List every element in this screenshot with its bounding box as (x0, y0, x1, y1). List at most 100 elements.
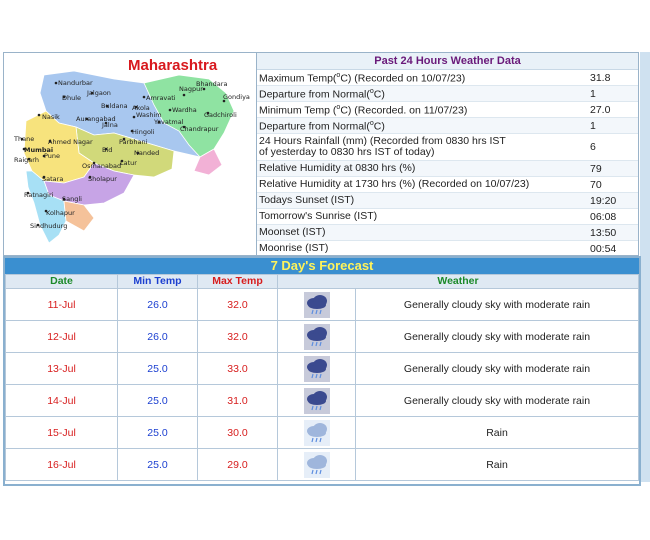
weather-value: 6 (590, 141, 596, 153)
city-label-ratnagiri: Ratnagiri (24, 191, 54, 199)
city-label-wardha: Wardha (172, 106, 197, 114)
weather-row-rainfall: 24 Hours Rainfall (mm) (Recorded from 08… (257, 134, 638, 161)
map-region-konkan (25, 170, 67, 244)
city-label-latur: Latur (120, 159, 137, 167)
forecast-weather-description: Generally cloudy sky with moderate rain (355, 384, 639, 417)
forecast-min-temp: 25.0 (117, 416, 198, 449)
cloud-rain-icon (303, 419, 330, 446)
weather-value: 13:50 (590, 226, 617, 239)
weather-row-min-temp: Minimum Temp (oC) (Recorded. on 11/07/23… (257, 102, 638, 118)
weather-row-max-departure: Departure from Normal(oC) 1 (257, 86, 638, 102)
city-label-sholapur: Sholapur (88, 175, 117, 183)
weather-value: 06:08 (590, 210, 617, 223)
weather-row-min-departure: Departure from Normal(oC) 1 (257, 118, 638, 134)
forecast-min-temp: 25.0 (117, 384, 198, 417)
forecast-date: 16-Jul (5, 448, 118, 481)
city-label-kolhapur: Kolhapur (46, 209, 75, 217)
forecast-table: Date Min Temp Max Temp Weather 11-Jul 26.… (5, 274, 639, 481)
forecast-weather-description: Generally cloudy sky with moderate rain (355, 320, 639, 353)
forecast-panel: 7 Day's Forecast Date Min Temp Max Temp … (3, 256, 641, 486)
city-label-sindhudurg: Sindhudurg (30, 222, 67, 230)
header-min-temp: Min Temp (117, 274, 198, 289)
weather-value: 79 (590, 162, 602, 175)
forecast-weather-description: Rain (355, 448, 639, 481)
header-weather: Weather (277, 274, 639, 289)
forecast-date: 15-Jul (5, 416, 118, 449)
city-label-chandrapur: Chandrapur (180, 125, 219, 133)
header-date: Date (5, 274, 118, 289)
forecast-row: 13-Jul 25.0 33.0 Generally cloudy sky with … (5, 352, 639, 385)
cloud-moderate-rain-icon (303, 355, 330, 382)
weather-data-title: Past 24 Hours Weather Data (257, 53, 638, 70)
forecast-date: 13-Jul (5, 352, 118, 385)
forecast-max-temp: 30.0 (197, 416, 278, 449)
forecast-max-temp: 31.0 (197, 384, 278, 417)
map-title: Maharashtra (128, 57, 218, 74)
forecast-row: 15-Jul 25.0 30.0 Rain (5, 416, 639, 449)
city-label-osmanabad: Osmanabad (82, 162, 121, 170)
maharashtra-map: Nandurbar Dhule Jalgaon Buldana Amravati… (13, 70, 250, 244)
weather-data-panel: Past 24 Hours Weather Data Maximum Temp(… (257, 53, 638, 257)
weather-row-humidity-0830: Relative Humidity at 0830 hrs (%) 79 (257, 161, 638, 177)
weather-row-humidity-1730: Relative Humidity at 1730 hrs (%) (Recor… (257, 177, 638, 193)
city-label-jalgaon: Jalgaon (86, 89, 111, 97)
city-label-raigarh: Raigarh (14, 156, 39, 164)
weather-value: 1 (590, 119, 596, 132)
weather-value: 27.0 (590, 103, 611, 116)
city-label-bid: Bid (102, 146, 112, 154)
weather-data-rows: Maximum Temp(oC) (Recorded on 10/07/23) … (257, 70, 638, 257)
weather-row-moonrise: Moonrise (IST) 00:54 (257, 241, 638, 257)
forecast-weather-description: Rain (355, 416, 639, 449)
city-label-nanded: Nanded (134, 149, 159, 157)
weather-value: 31.8 (590, 71, 611, 84)
forecast-row: 16-Jul 25.0 29.0 Rain (5, 448, 639, 481)
weather-row-moonset: Moonset (IST) 13:50 (257, 225, 638, 241)
forecast-max-temp: 32.0 (197, 320, 278, 353)
map-region-kolhapur (63, 200, 95, 232)
forecast-row: 14-Jul 25.0 31.0 Generally cloudy sky with … (5, 384, 639, 417)
city-label-washim: Washim (136, 111, 162, 119)
forecast-date: 12-Jul (5, 320, 118, 353)
weather-value: 70 (590, 178, 602, 191)
forecast-date: 11-Jul (5, 288, 118, 321)
weather-row-sunset: Todays Sunset (IST) 19:20 (257, 193, 638, 209)
city-label-pune: Pune (44, 152, 60, 160)
cloud-moderate-rain-icon (303, 387, 330, 414)
city-label-buldana: Buldana (101, 102, 128, 110)
forecast-min-temp: 26.0 (117, 320, 198, 353)
right-scroll-strip (640, 52, 650, 482)
city-label-parbhani: Parbhani (119, 138, 148, 146)
weather-value: 1 (590, 87, 596, 100)
city-label-hingoli: Hingoli (132, 128, 155, 136)
weather-value: 19:20 (590, 194, 617, 207)
city-label-nasik: Nasik (42, 113, 60, 121)
city-label-gondiya: Gondiya (223, 93, 250, 101)
city-label-akola: Akola (132, 104, 150, 112)
cloud-moderate-rain-icon (303, 291, 330, 318)
forecast-title: 7 Day's Forecast (5, 258, 639, 274)
city-label-ahmed-nagar: Ahmed Nagar (48, 138, 93, 146)
city-label-yavatmal: Yavatmal (153, 118, 184, 126)
forecast-max-temp: 32.0 (197, 288, 278, 321)
forecast-row: 12-Jul 26.0 32.0 Generally cloudy sky with … (5, 320, 639, 353)
city-label-bhandara: Bhandara (196, 80, 227, 88)
forecast-min-temp: 25.0 (117, 352, 198, 385)
city-label-amravati: Amravati (146, 94, 176, 102)
weather-row-sunrise: Tomorrow's Sunrise (IST) 06:08 (257, 209, 638, 225)
forecast-weather-description: Generally cloudy sky with moderate rain (355, 352, 639, 385)
map-region-east (193, 148, 223, 176)
forecast-row: 11-Jul 26.0 32.0 Generally cloudy sky with … (5, 288, 639, 321)
forecast-date: 14-Jul (5, 384, 118, 417)
city-label-dhule: Dhule (62, 94, 81, 102)
top-panel: Nandurbar Dhule Jalgaon Buldana Amravati… (3, 52, 639, 257)
cloud-moderate-rain-icon (303, 323, 330, 350)
weather-value: 00:54 (590, 242, 617, 255)
city-label-sangli: Sangli (62, 195, 82, 203)
city-label-thane: Thane (13, 135, 34, 143)
city-label-mumbai: Mumbai (24, 146, 53, 154)
city-label-nagpur: Nagpur (179, 85, 203, 93)
city-label-aurangabad: Aurangabad (76, 115, 116, 123)
forecast-max-temp: 29.0 (197, 448, 278, 481)
header-max-temp: Max Temp (197, 274, 278, 289)
city-label-jalna: Jalna (101, 121, 118, 129)
